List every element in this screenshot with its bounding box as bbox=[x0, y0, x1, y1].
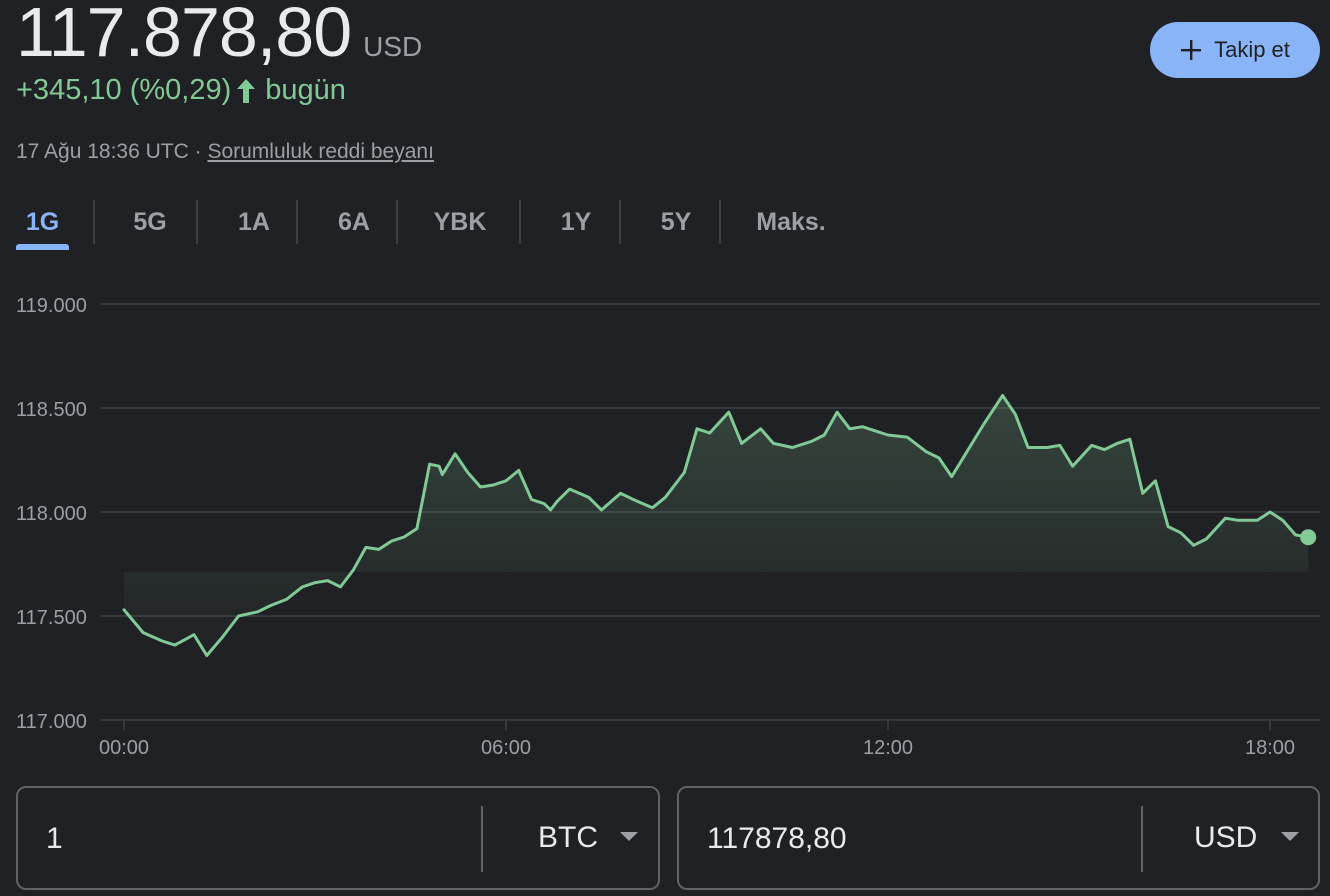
chart-line-group bbox=[122, 394, 1317, 657]
chart-area bbox=[124, 395, 1309, 656]
tab-separator bbox=[519, 200, 521, 244]
follow-label: Takip et bbox=[1214, 37, 1290, 62]
fiat-amount-input[interactable] bbox=[705, 788, 1129, 890]
current-price: 117.878,80 bbox=[16, 0, 352, 71]
arrow-up-icon bbox=[237, 78, 256, 103]
x-tick-label: 06:00 bbox=[481, 737, 531, 759]
y-tick-label: 117.000 bbox=[16, 711, 87, 733]
tab-maks[interactable]: Maks. bbox=[756, 207, 826, 236]
disclaimer-link[interactable]: Sorumluluk reddi beyanı bbox=[207, 140, 434, 163]
x-tick-label: 18:00 bbox=[1245, 737, 1295, 759]
change-period: bugün bbox=[265, 74, 346, 106]
current-price-dot bbox=[1300, 529, 1317, 546]
tab-separator bbox=[296, 200, 298, 244]
tab-separator bbox=[719, 200, 721, 244]
range-tabs: 1G 5G 1A 6A YBK 1Y 5Y Maks. bbox=[16, 196, 836, 252]
price-header: 117.878,80 USD bbox=[16, 0, 422, 72]
timestamp: 17 Ağu 18:36 UTC · bbox=[16, 140, 202, 163]
tab-separator bbox=[396, 200, 398, 244]
tab-5g[interactable]: 5G bbox=[133, 207, 167, 236]
y-tick-label: 117.500 bbox=[16, 607, 87, 629]
tab-5y[interactable]: 5Y bbox=[660, 207, 692, 236]
plus-icon bbox=[1181, 40, 1202, 60]
chevron-down-icon[interactable] bbox=[1281, 832, 1299, 841]
timestamp-row: 17 Ağu 18:36 UTC · Sorumluluk reddi beya… bbox=[16, 140, 434, 164]
tab-separator bbox=[619, 200, 621, 244]
price-area bbox=[124, 395, 1309, 656]
price-currency: USD bbox=[363, 31, 423, 62]
tab-separator bbox=[196, 200, 198, 244]
y-tick-label: 119.000 bbox=[16, 295, 87, 317]
crypto-unit-select[interactable]: BTC bbox=[538, 821, 598, 854]
x-tick-label: 00:00 bbox=[99, 737, 149, 759]
converter-divider bbox=[481, 806, 483, 872]
price-line bbox=[122, 394, 1310, 657]
tab-separator bbox=[93, 200, 95, 244]
converter-from: BTC bbox=[16, 786, 660, 890]
tab-1a[interactable]: 1A bbox=[238, 207, 270, 236]
follow-button[interactable]: Takip et bbox=[1150, 22, 1320, 78]
change-value: +345,10 (%0,29) bbox=[16, 74, 232, 106]
chevron-down-icon[interactable] bbox=[620, 832, 638, 841]
tab-1g[interactable]: 1G bbox=[25, 207, 60, 236]
tab-1y[interactable]: 1Y bbox=[560, 207, 592, 236]
tab-ybk[interactable]: YBK bbox=[433, 207, 487, 236]
tab-6a[interactable]: 6A bbox=[338, 207, 370, 236]
price-change: +345,10 (%0,29) bugün bbox=[16, 74, 346, 107]
y-tick-label: 118.000 bbox=[16, 503, 87, 525]
active-tab-indicator bbox=[16, 244, 69, 250]
converter-divider bbox=[1141, 806, 1143, 872]
crypto-amount-input[interactable] bbox=[44, 788, 468, 890]
y-tick-label: 118.500 bbox=[16, 399, 87, 421]
converter-to: USD bbox=[677, 786, 1320, 890]
price-chart[interactable]: 117.000 117.500 118.000 118.500 119.000 00:00… bbox=[0, 280, 1330, 760]
chart-labels: 117.000 117.500 118.000 118.500 119.000 00:00… bbox=[16, 295, 1295, 759]
fiat-unit-select[interactable]: USD bbox=[1194, 821, 1258, 854]
x-tick-label: 12:00 bbox=[863, 737, 913, 759]
